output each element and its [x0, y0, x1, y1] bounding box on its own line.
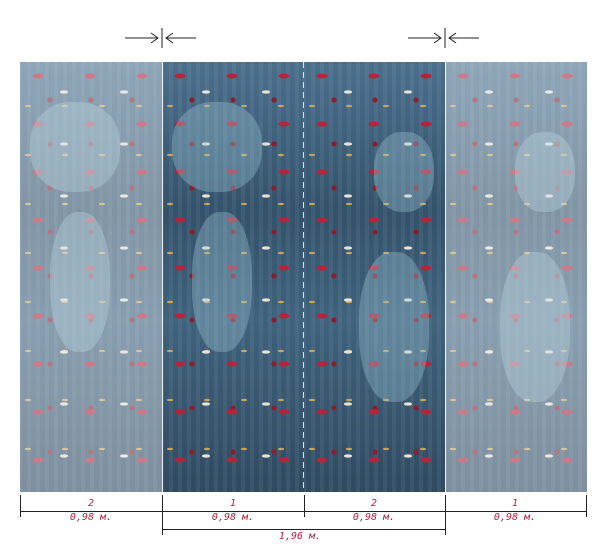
dimension-line-panels — [20, 511, 586, 512]
panel-number-label: 1 — [511, 498, 519, 509]
panel-number-label: 2 — [370, 498, 378, 509]
panel-width-label: 0,98 м. — [352, 512, 396, 523]
panel-4-faded — [445, 62, 587, 492]
dimension-tick — [304, 495, 305, 517]
dimension-tick — [586, 495, 587, 517]
panel-width-label: 0,98 м. — [69, 512, 113, 523]
total-width-label: 1,96 м. — [278, 531, 322, 542]
seam-arrows-left-icon — [125, 28, 196, 48]
seam-line-left — [162, 62, 163, 492]
panel-3 — [304, 62, 446, 492]
panel-number-label: 2 — [87, 498, 95, 509]
panel-width-label: 0,98 м. — [211, 512, 255, 523]
panel-2 — [162, 62, 304, 492]
dimension-tick — [162, 495, 163, 535]
dimension-tick — [20, 495, 21, 517]
seam-line-right — [445, 62, 446, 492]
seam-arrows-right-icon — [408, 28, 479, 48]
panel-width-label: 0,98 м. — [493, 512, 537, 523]
panel-1-faded — [20, 62, 162, 492]
seam-line-center — [303, 62, 304, 492]
dimension-tick — [445, 495, 446, 535]
panel-number-label: 1 — [229, 498, 237, 509]
dimension-line-total — [162, 529, 445, 530]
